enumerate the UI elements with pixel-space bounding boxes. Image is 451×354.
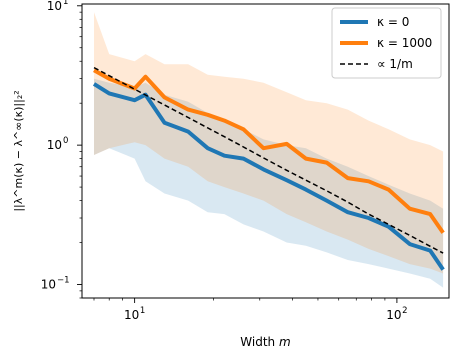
y-axis-label: ||λ^m(κ) − λ^∞(κ)||₂² xyxy=(12,90,25,211)
line-series-1 xyxy=(93,68,445,234)
x-axis-ticks: 10 1 10 2 xyxy=(93,298,408,322)
legend-label-0: κ = 0 xyxy=(377,15,409,29)
y-tick-label-exponent: 0 xyxy=(63,136,68,146)
y-tick-label: 10 xyxy=(47,138,62,152)
y-tick-label: 10 xyxy=(47,0,62,13)
x-tick-label: 10 xyxy=(386,308,401,322)
band-series-1 xyxy=(94,12,444,274)
y-tick-label: 10 xyxy=(41,277,56,291)
legend-label-2: ∝ 1/m xyxy=(377,57,413,71)
legend-label-1: κ = 1000 xyxy=(377,36,432,50)
legend-box xyxy=(331,7,442,79)
x-axis-label: Width m xyxy=(240,335,290,349)
x-tick-label: 10 xyxy=(124,308,139,322)
x-tick-label-exponent: 1 xyxy=(140,306,145,316)
y-tick-label-exponent: −1 xyxy=(57,275,70,285)
legend: κ = 0 κ = 1000 ∝ 1/m xyxy=(331,7,442,79)
y-tick-label-exponent: 1 xyxy=(63,0,68,7)
line-series-2 xyxy=(93,66,444,254)
axes-frame xyxy=(81,3,450,299)
series-lines xyxy=(92,66,445,271)
x-tick-label-exponent: 2 xyxy=(402,306,407,316)
